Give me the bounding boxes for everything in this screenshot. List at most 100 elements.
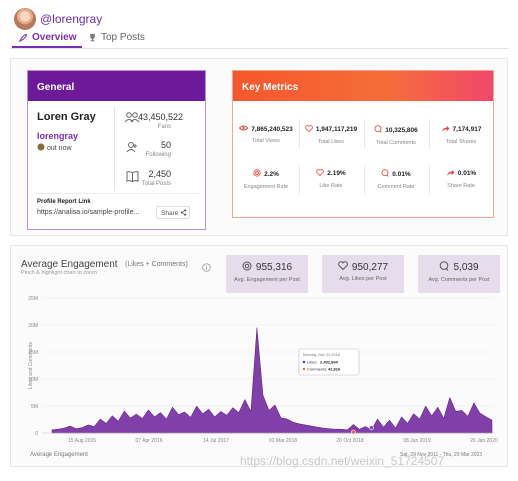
header-divider [10, 48, 508, 49]
metric-label: Engagement Rate [243, 184, 289, 190]
report-link[interactable]: https://analisa.io/sample-profile... [37, 209, 140, 216]
comment-icon [374, 125, 382, 135]
target-icon [253, 169, 261, 179]
zoom-hint: Pinch & highlight chart to zoom [21, 270, 97, 276]
share-button[interactable]: Share [156, 206, 190, 219]
key-metrics-card: Key Metrics 7,865,240,523 Total Views 1,… [232, 70, 494, 218]
general-divider [114, 107, 115, 191]
key-metrics-title: Key Metrics [233, 71, 493, 101]
metric-like-rate: 2.19% Like Rate [299, 169, 363, 189]
tooltip-comments-marker [302, 367, 306, 371]
y-axis-label: Likes and Comments [28, 342, 34, 389]
metrics-divider [364, 119, 365, 149]
metric-label: Total Views [252, 138, 280, 144]
x-tick-label: 14 Jul 2017 [203, 438, 229, 444]
posts-label: Total Posts [141, 181, 171, 187]
avg-engagement-value: 955,316 [255, 262, 293, 273]
x-tick-label: 20 Oct 2018 [336, 438, 363, 444]
comment-icon [439, 261, 449, 274]
profile-username[interactable]: lorengray [37, 131, 79, 141]
metric-value: 2.19% [327, 170, 346, 177]
engagement-chart[interactable]: 25M 20M 15M 10M 5M 0 Likes and Comments 15 Aug … [14, 292, 502, 457]
share-arrow-icon [441, 125, 450, 134]
x-tick-label: 07 Apr 2016 [136, 438, 163, 444]
x-tick-label: 15 Aug 2015 [68, 438, 96, 444]
heart-icon [305, 125, 313, 134]
share-button-label: Share [161, 210, 179, 218]
metric-total-likes: 1,947,117,219 Total Likes [299, 125, 363, 145]
posts-value: 2,450 [148, 169, 171, 179]
tab-overview[interactable]: Overview [18, 32, 76, 43]
share-arrow-icon [446, 169, 455, 178]
metrics-divider [429, 119, 430, 149]
metric-label: Total Comments [376, 140, 416, 146]
trophy-icon [88, 33, 97, 42]
general-card: General Loren Gray lorengray out now 43,… [27, 70, 206, 230]
metric-value: 0.01% [392, 170, 411, 178]
avg-likes-value: 950,277 [351, 261, 389, 273]
y-tick-label: 5M [31, 404, 38, 410]
book-icon [126, 169, 139, 187]
comments-data-point [351, 429, 356, 435]
y-tick-label: 10M [28, 377, 38, 383]
metrics-divider [364, 165, 365, 195]
following-label: Following [145, 152, 171, 158]
y-tick-label: 25M [28, 296, 38, 302]
avg-comments-value: 5,039 [453, 262, 479, 273]
likes-area-series [51, 327, 493, 434]
chart-date-range: Sat, 29 Nov 2011 - Thu, 29 Mar 2023 [400, 452, 483, 458]
profile-status-text: out now [47, 144, 72, 152]
general-card-title: General [28, 71, 205, 101]
heart-icon [316, 169, 325, 178]
metric-label: Share Rate [447, 183, 475, 189]
y-tick-label: 15M [28, 350, 38, 356]
avatar[interactable] [14, 8, 36, 30]
user-follow-icon [126, 140, 138, 158]
metric-value: 1,947,117,219 [315, 126, 358, 133]
avg-comments-box: 5,039 Avg. Comments per Post [418, 255, 500, 293]
x-tick-label: 02 Mar 2018 [269, 438, 297, 444]
avg-likes-box: 950,277 Avg. Likes per Post [322, 255, 404, 293]
report-link-title: Profile Report Link [37, 199, 91, 205]
engagement-subtitle: (Likes + Comments) [125, 261, 188, 268]
users-icon [124, 110, 140, 128]
metric-value: 7,174,917 [452, 126, 482, 133]
metric-label: Total Shares [445, 139, 477, 145]
metrics-divider [299, 165, 300, 195]
fans-label: Fans [157, 124, 171, 130]
metric-share-rate: 0.01% Share Rate [429, 169, 493, 189]
profile-handle: @lorengray [40, 12, 103, 26]
tooltip-likes-value: 2,492,894 [320, 359, 339, 364]
general-hdivider [34, 193, 199, 194]
avg-engagement-label: Avg. Engagement per Post [234, 277, 300, 283]
watermark: https://blog.csdn.net/weixin_51724507 [240, 454, 445, 468]
metric-total-views: 7,865,240,523 Total Views [234, 125, 298, 144]
metrics-divider [299, 119, 300, 149]
metric-total-shares: 7,174,917 Total Shares [429, 125, 493, 145]
metric-value: 7,865,240,523 [251, 125, 293, 133]
info-icon[interactable] [202, 259, 211, 277]
tooltip-comments-label: Comments: [307, 366, 327, 371]
metric-label: Comment Rate [377, 184, 415, 190]
tab-overview-label: Overview [32, 32, 77, 43]
avg-likes-label: Avg. Likes per Post [339, 276, 387, 282]
profile-status: out now [37, 143, 72, 153]
metric-label: Total Likes [318, 139, 344, 145]
metric-total-comments: 10,325,806 Total Comments [364, 125, 428, 146]
tab-top-posts[interactable]: Top Posts [88, 32, 145, 43]
metric-value: 0.01% [457, 170, 477, 177]
eye-icon [239, 125, 249, 133]
tooltip-comments-value: 42,816 [328, 366, 341, 371]
metric-value: 10,325,806 [385, 126, 418, 134]
chart-footer-label: Average Engagement [30, 452, 88, 458]
tab-top-posts-label: Top Posts [101, 32, 145, 43]
chart-tooltip [298, 348, 360, 376]
rocket-icon [18, 33, 28, 43]
emoji-icon [37, 143, 45, 153]
metric-label: Like Rate [319, 183, 343, 189]
y-tick-label: 20M [28, 323, 38, 329]
likes-data-point [368, 425, 374, 431]
following-value: 50 [160, 140, 171, 150]
tooltip-date: Monday, Dec 24 2018 [303, 353, 340, 357]
